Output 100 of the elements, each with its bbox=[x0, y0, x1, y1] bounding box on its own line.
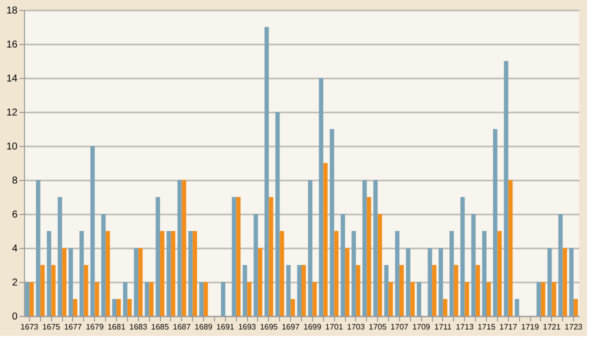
bar bbox=[149, 282, 154, 316]
x-tick-label: 1695 bbox=[260, 322, 278, 332]
y-tick-label: 0 bbox=[12, 312, 18, 322]
bar bbox=[323, 163, 328, 316]
bar bbox=[254, 214, 258, 316]
x-tick-label: 1677 bbox=[64, 322, 82, 332]
bar bbox=[160, 231, 164, 316]
y-tick-label: 6 bbox=[12, 210, 18, 220]
bar bbox=[476, 265, 480, 316]
y-tick-label: 14 bbox=[6, 74, 18, 84]
x-tick-label: 1687 bbox=[172, 322, 192, 332]
bar bbox=[144, 282, 150, 316]
bar bbox=[464, 282, 470, 316]
bar bbox=[138, 248, 143, 316]
y-tick-label: 18 bbox=[6, 6, 18, 16]
bar bbox=[330, 129, 334, 316]
x-tick-label: 1673 bbox=[20, 322, 39, 332]
x-tick-label: 1693 bbox=[238, 322, 257, 332]
bar bbox=[514, 299, 520, 316]
x-tick-label: 1691 bbox=[216, 322, 235, 332]
bar bbox=[199, 282, 204, 316]
x-tick-label: 1711 bbox=[434, 322, 452, 332]
x-tick-label: 1717 bbox=[499, 322, 518, 332]
bar bbox=[482, 231, 486, 316]
bar bbox=[302, 265, 306, 316]
bar bbox=[362, 180, 367, 316]
bar bbox=[562, 248, 568, 316]
bar bbox=[552, 282, 556, 316]
bar bbox=[373, 180, 378, 316]
y-tick-label: 2 bbox=[12, 278, 18, 288]
bar bbox=[258, 248, 262, 316]
x-tick-label: 1697 bbox=[282, 322, 300, 332]
x-tick-label: 1689 bbox=[194, 322, 214, 332]
y-tick-label: 10 bbox=[6, 142, 18, 152]
x-tick-label: 1675 bbox=[42, 322, 61, 332]
bar bbox=[84, 265, 88, 316]
bar bbox=[497, 231, 502, 316]
x-tick-label: 1701 bbox=[325, 322, 344, 332]
x-tick-label: 1719 bbox=[521, 322, 540, 332]
bar bbox=[569, 248, 574, 316]
bar bbox=[123, 282, 128, 316]
bar bbox=[308, 180, 312, 316]
bar bbox=[112, 299, 116, 316]
bar bbox=[471, 214, 476, 316]
bar bbox=[378, 214, 382, 316]
bar bbox=[442, 299, 448, 316]
bar bbox=[280, 231, 284, 316]
x-tick-label: 1709 bbox=[412, 322, 431, 332]
y-tick-label: 8 bbox=[12, 176, 18, 186]
y-tick-label: 12 bbox=[6, 108, 18, 118]
bar bbox=[508, 180, 513, 316]
bar bbox=[58, 197, 62, 316]
x-tick-label: 1721 bbox=[542, 322, 562, 332]
bar bbox=[450, 231, 454, 316]
bar bbox=[268, 197, 274, 316]
bar bbox=[312, 282, 317, 316]
x-tick-label: 1683 bbox=[129, 322, 148, 332]
bar bbox=[188, 231, 193, 316]
bar bbox=[242, 265, 248, 316]
bar bbox=[275, 112, 280, 316]
bar bbox=[290, 299, 295, 316]
bar bbox=[432, 265, 436, 316]
x-tick-label: 1715 bbox=[478, 322, 496, 332]
bar bbox=[182, 180, 186, 316]
x-tick-label: 1705 bbox=[368, 322, 388, 332]
bar bbox=[101, 214, 106, 316]
bar bbox=[156, 197, 160, 316]
bar bbox=[547, 248, 552, 316]
bar bbox=[410, 282, 415, 316]
bar bbox=[62, 248, 66, 316]
bar bbox=[345, 248, 350, 316]
x-tick-label: 1681 bbox=[108, 322, 126, 332]
bar bbox=[318, 78, 324, 316]
bar bbox=[486, 282, 491, 316]
bar bbox=[334, 231, 338, 316]
x-tick-label: 1679 bbox=[86, 322, 104, 332]
bar bbox=[352, 231, 356, 316]
bar bbox=[460, 197, 465, 316]
x-tick-label: 1707 bbox=[390, 322, 409, 332]
bar bbox=[29, 282, 34, 316]
x-tick-label: 1723 bbox=[564, 322, 584, 332]
bar bbox=[106, 231, 110, 316]
bar bbox=[116, 299, 121, 316]
bar bbox=[504, 61, 508, 316]
x-tick-label: 1699 bbox=[303, 322, 322, 332]
bar bbox=[340, 214, 346, 316]
bar bbox=[134, 248, 138, 316]
bar bbox=[297, 265, 302, 316]
bar bbox=[454, 265, 458, 316]
bar bbox=[192, 231, 198, 316]
bar bbox=[356, 265, 360, 316]
bar bbox=[416, 282, 422, 316]
bar bbox=[80, 231, 84, 316]
bar bbox=[46, 231, 52, 316]
bar bbox=[428, 248, 432, 316]
bar bbox=[366, 197, 372, 316]
bar bbox=[247, 282, 252, 316]
bar bbox=[388, 282, 393, 316]
bar bbox=[68, 248, 73, 316]
bar bbox=[493, 129, 498, 316]
